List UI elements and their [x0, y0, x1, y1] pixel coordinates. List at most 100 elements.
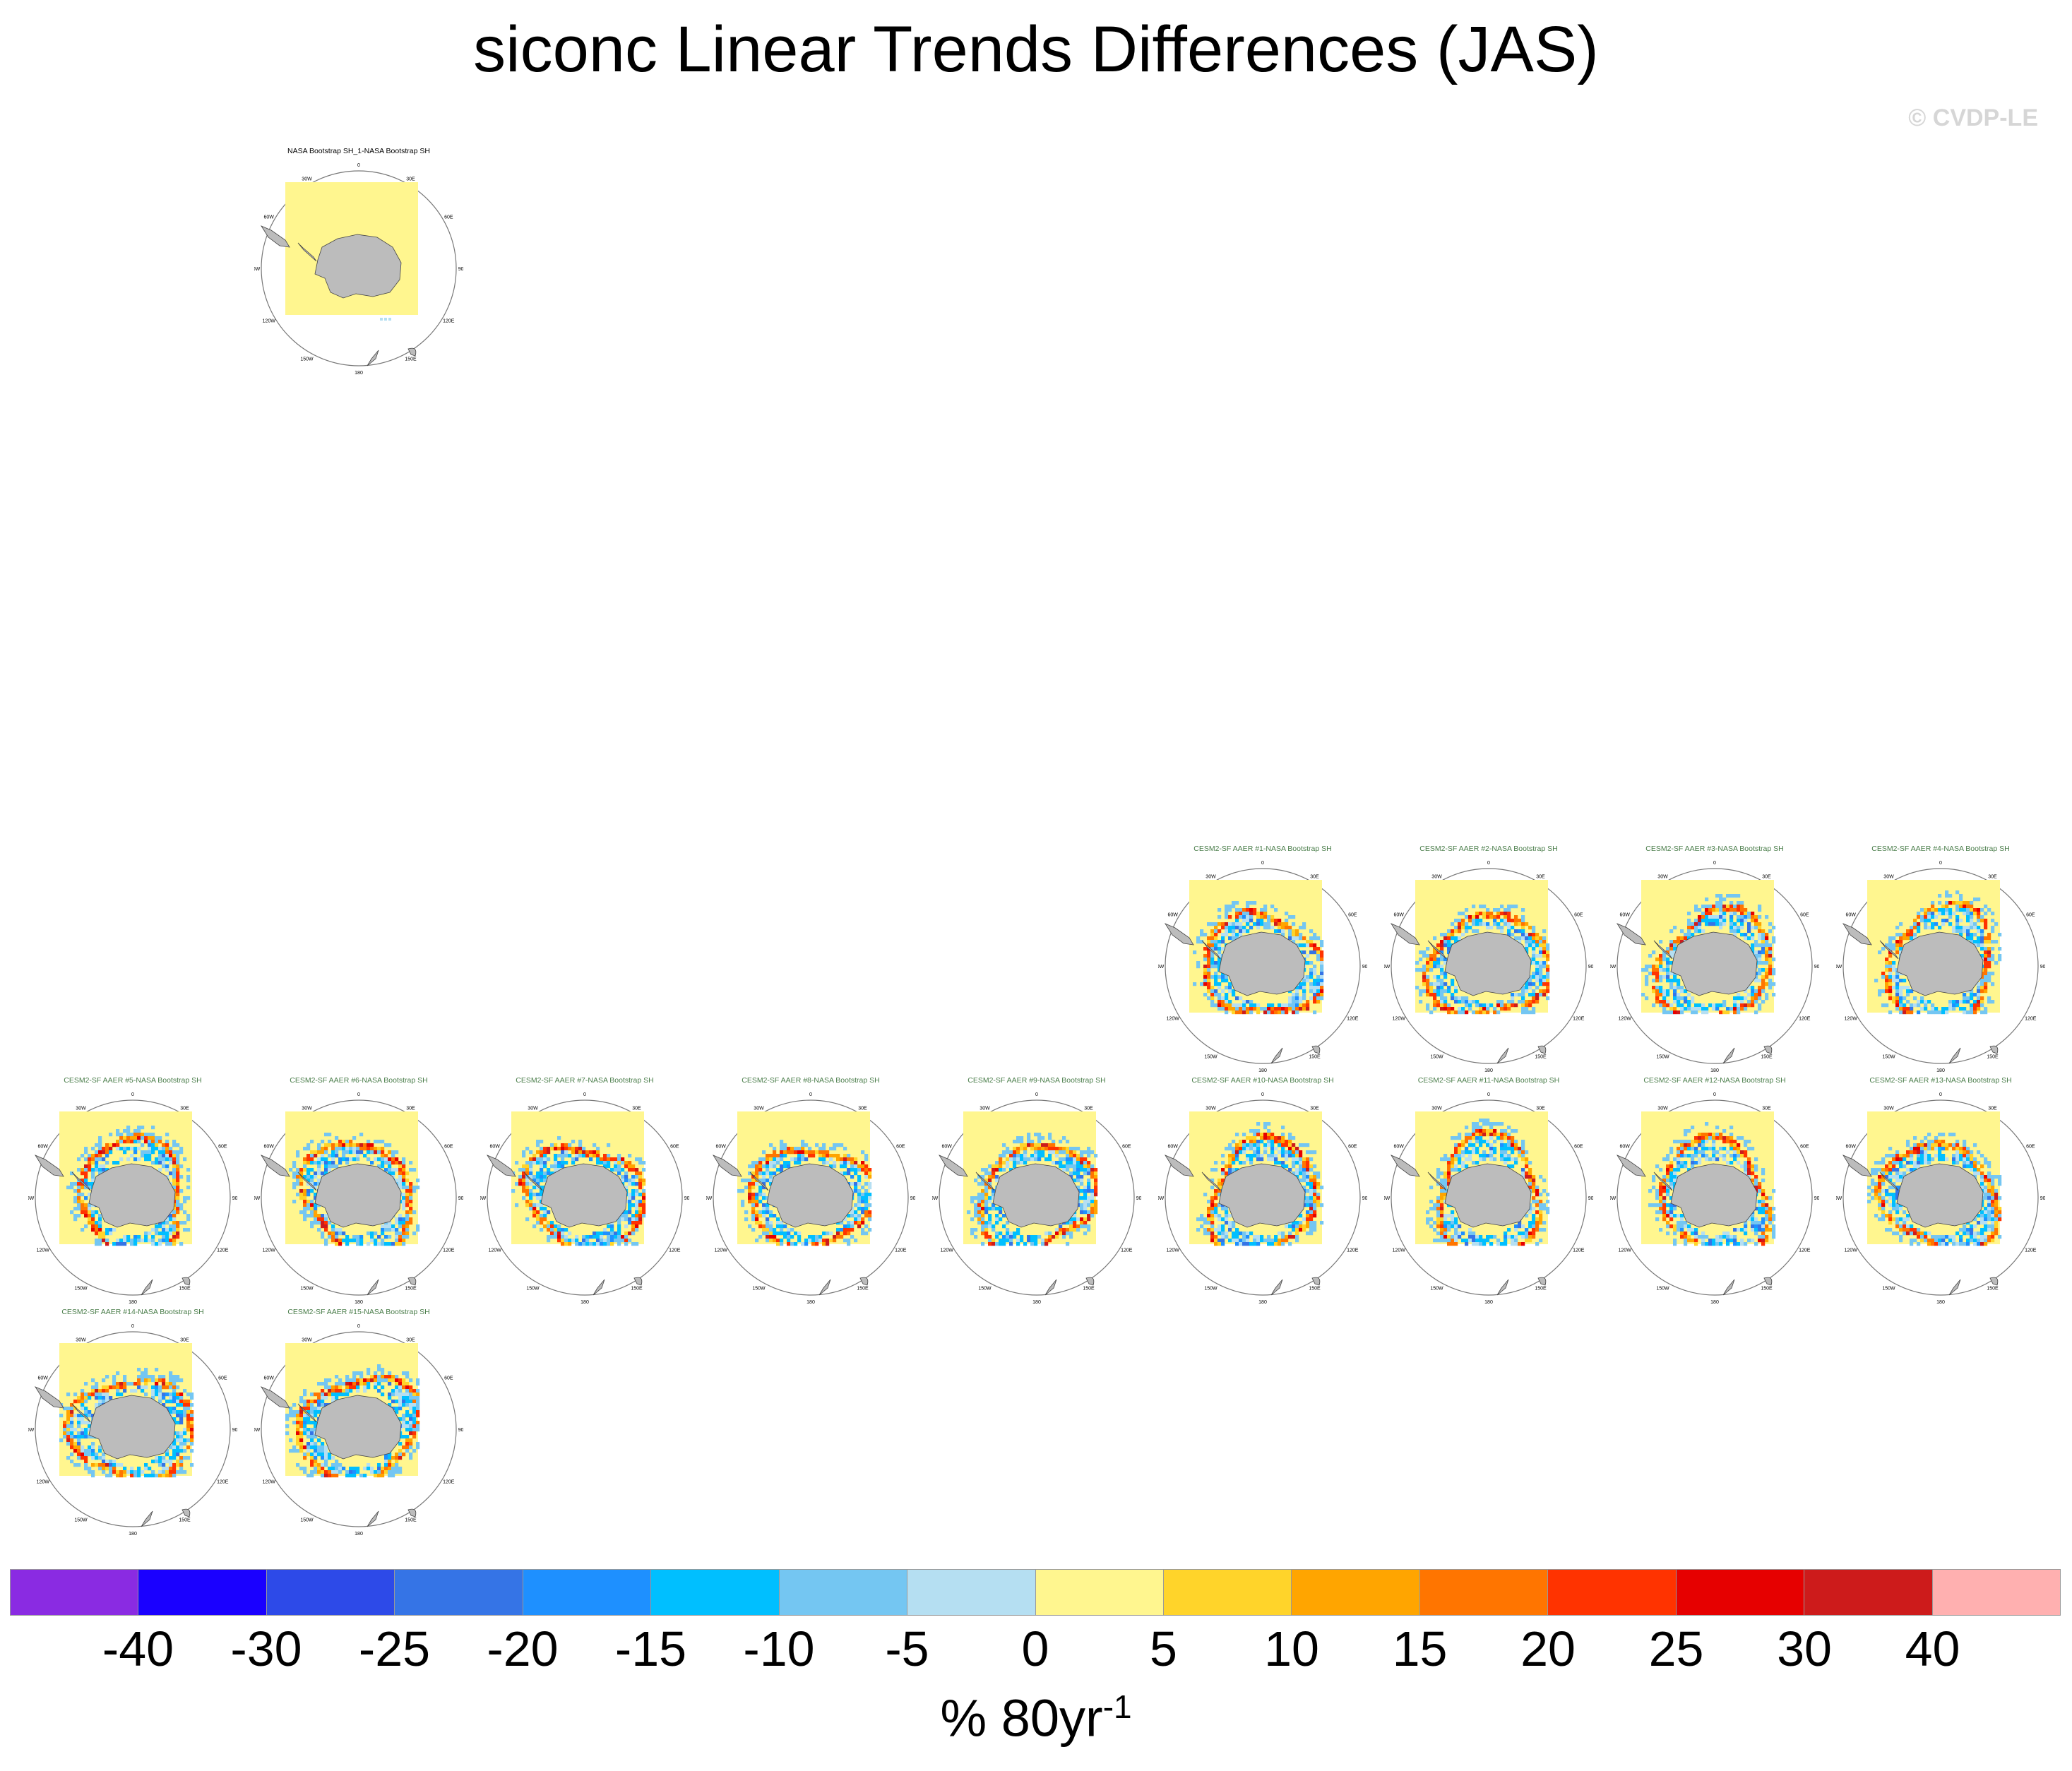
longitude-label: 60W	[37, 1376, 48, 1381]
longitude-label: 60E	[218, 1145, 227, 1150]
longitude-label: 150W	[74, 1286, 88, 1291]
south-america-land	[1616, 1155, 1646, 1177]
longitude-label: 60W	[1167, 913, 1178, 918]
longitude-label: 120E	[2025, 1017, 2037, 1022]
longitude-label: 0	[809, 1092, 812, 1097]
longitude-label: 30W	[76, 1338, 86, 1343]
peninsula-land	[1201, 1171, 1221, 1191]
new-zealand-land	[1044, 1279, 1057, 1296]
colorbar-swatch	[779, 1570, 908, 1615]
longitude-label: 150W	[752, 1286, 766, 1291]
longitude-label: 120W	[37, 1248, 50, 1253]
longitude-label: 30W	[1205, 875, 1216, 880]
map-panel: CESM2-SF AAER #9-NASA Bootstrap SH 0 30E 6…	[932, 1076, 1141, 1309]
new-zealand-land	[367, 1279, 379, 1296]
map-panel: CESM2-SF AAER #6-NASA Bootstrap SH 0 30E 6…	[254, 1076, 463, 1309]
new-zealand-land	[367, 1510, 379, 1527]
south-america-land	[34, 1155, 64, 1177]
longitude-label: 150E	[1761, 1286, 1773, 1291]
longitude-label: 60W	[1845, 1145, 1856, 1150]
south-america-land	[1164, 1155, 1194, 1177]
longitude-label: 90W	[1610, 965, 1616, 970]
polar-map: 0 30E 60E 90E 120E 150E 180 150W 120W 90W 60W 30W	[254, 163, 463, 376]
peninsula-land	[1879, 940, 1899, 960]
longitude-label: 60E	[1122, 1145, 1131, 1150]
colorbar-swatch	[1932, 1570, 2060, 1615]
longitude-label: 60E	[444, 1145, 453, 1150]
longitude-label: 0	[1939, 861, 1942, 866]
longitude-label: 30E	[1762, 1107, 1771, 1111]
longitude-label: 90E	[1362, 965, 1367, 970]
longitude-label: 30E	[180, 1338, 189, 1343]
longitude-label: 150E	[857, 1286, 869, 1291]
polar-map: 0 30E 60E 90E 120E 150E 180 150W 120W 90W 60W 30W	[1836, 1092, 2045, 1305]
tasmania-land	[1311, 1277, 1321, 1286]
longitude-label: 30E	[1762, 875, 1771, 880]
longitude-label: 0	[1487, 861, 1490, 866]
longitude-label: 150E	[1309, 1286, 1321, 1291]
longitude-label: 60E	[1574, 913, 1583, 918]
colorbar-swatch	[907, 1570, 1036, 1615]
longitude-label: 0	[1713, 1092, 1716, 1097]
units-exponent: -1	[1102, 1688, 1132, 1725]
longitude-label: 30E	[1536, 1107, 1545, 1111]
longitude-label: 90W	[254, 267, 261, 272]
south-america-land	[260, 1155, 290, 1177]
longitude-label: 90W	[28, 1196, 35, 1201]
south-america-land	[712, 1155, 742, 1177]
longitude-label: 0	[357, 1324, 360, 1329]
colorbar	[10, 1569, 2061, 1616]
longitude-label: 150E	[1987, 1286, 1999, 1291]
tasmania-land	[1537, 1045, 1547, 1054]
peninsula-land	[71, 1403, 91, 1423]
longitude-label: 120E	[443, 1248, 455, 1253]
panel-title: CESM2-SF AAER #6-NASA Bootstrap SH	[290, 1076, 428, 1085]
map-panel: CESM2-SF AAER #1-NASA Bootstrap SH 0 30E 6…	[1158, 845, 1367, 1078]
longitude-label: 60E	[2026, 913, 2035, 918]
longitude-label: 60E	[1348, 1145, 1357, 1150]
new-zealand-land	[1722, 1279, 1735, 1296]
longitude-label: 150E	[405, 357, 417, 362]
longitude-label: 60E	[1800, 913, 1809, 918]
longitude-label: 120W	[37, 1480, 50, 1485]
longitude-label: 30W	[1883, 1107, 1894, 1111]
polar-map: 0 30E 60E 90E 120E 150E 180 150W 120W 90W 60W 30W	[28, 1092, 237, 1305]
longitude-label: 30W	[302, 177, 312, 182]
longitude-label: 60E	[444, 1376, 453, 1381]
longitude-label: 180	[1258, 1300, 1267, 1305]
new-zealand-land	[1948, 1279, 1961, 1296]
south-america-land	[1842, 923, 1872, 946]
colorbar-tick-label: 0	[1021, 1621, 1049, 1676]
tasmania-land	[407, 347, 417, 357]
longitude-label: 60W	[37, 1145, 48, 1150]
peninsula-land	[1201, 940, 1221, 960]
longitude-label: 150W	[1204, 1054, 1217, 1059]
antarctica-land	[540, 1163, 628, 1228]
colorbar-units: % 80yr-1	[0, 1688, 2072, 1748]
longitude-label: 90E	[1588, 1196, 1593, 1201]
tasmania-land	[181, 1277, 191, 1286]
longitude-label: 180	[129, 1300, 137, 1305]
panel-title: CESM2-SF AAER #1-NASA Bootstrap SH	[1193, 845, 1332, 853]
longitude-label: 90W	[480, 1196, 487, 1201]
antarctica-land	[314, 1395, 402, 1460]
longitude-label: 30W	[1657, 1107, 1668, 1111]
longitude-label: 30E	[1988, 875, 1997, 880]
longitude-label: 120W	[1845, 1017, 1858, 1022]
longitude-label: 150W	[1430, 1054, 1443, 1059]
longitude-label: 30W	[1205, 1107, 1216, 1111]
colorbar-tick-label: 25	[1648, 1621, 1704, 1676]
colorbar-tick-label: 40	[1905, 1621, 1960, 1676]
peninsula-land	[297, 242, 317, 262]
longitude-label: 150W	[526, 1286, 540, 1291]
longitude-label: 30E	[180, 1107, 189, 1111]
map-panel: CESM2-SF AAER #5-NASA Bootstrap SH 0 30E 6…	[28, 1076, 237, 1309]
colorbar-tick-label: -15	[614, 1621, 687, 1676]
peninsula-land	[1653, 940, 1673, 960]
south-america-land	[1616, 923, 1646, 946]
map-panel: CESM2-SF AAER #3-NASA Bootstrap SH 0 30E 6…	[1610, 845, 1819, 1078]
map-panel: CESM2-SF AAER #13-NASA Bootstrap SH 0 30E…	[1836, 1076, 2045, 1309]
colorbar-tick-label: 15	[1392, 1621, 1448, 1676]
new-zealand-land	[593, 1279, 605, 1296]
longitude-label: 0	[357, 163, 360, 168]
